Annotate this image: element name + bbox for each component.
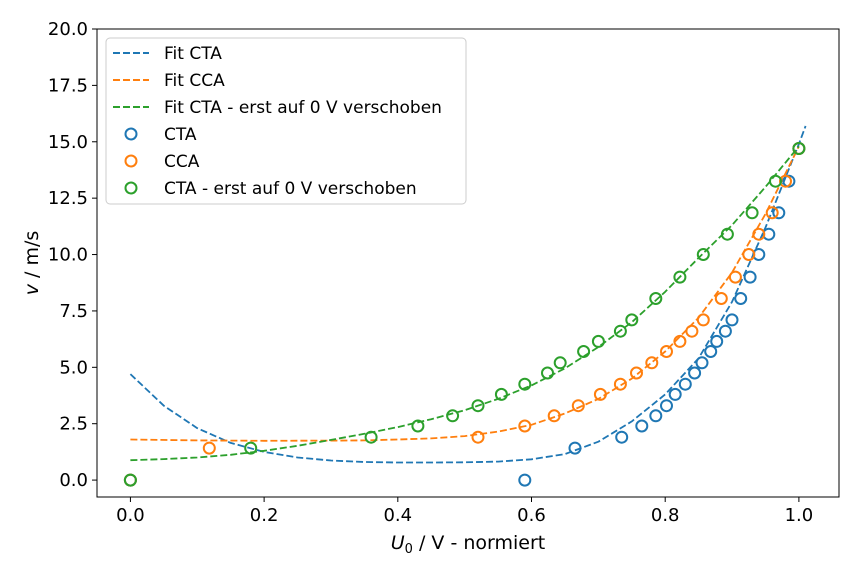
y-tick-label: 20.0: [48, 19, 88, 40]
data-point-series-0: [772, 206, 786, 220]
data-point-series-1: [752, 227, 766, 241]
legend-fit-cta-shift-label: Fit CTA - erst auf 0 V verschoben: [164, 98, 442, 118]
data-point-series-2: [792, 142, 806, 155]
plot-frame: [96, 28, 840, 498]
y-tick-label: 12.5: [48, 188, 88, 209]
data-point-series-0: [718, 324, 732, 338]
data-point-series-1: [547, 409, 561, 423]
x-tick-label: 0.6: [517, 505, 546, 526]
data-point-series-2: [494, 387, 508, 401]
data-point-series-1: [714, 292, 728, 305]
legend-box: [105, 37, 467, 205]
data-point-series-0: [518, 473, 532, 487]
data-point-series-2: [541, 366, 554, 380]
data-point-series-2: [577, 345, 591, 358]
data-point-series-2: [745, 206, 759, 220]
fit-line-2: [130, 145, 800, 462]
x-tick-label: 0.4: [383, 505, 412, 526]
y-tick-label: 5.0: [59, 357, 88, 378]
legend-cta-marker: [124, 127, 138, 141]
y-axis-label-rest: / m/s: [21, 231, 43, 284]
x-tick-label: 0.0: [116, 505, 145, 526]
data-point-series-0: [568, 441, 582, 455]
x-axis-label: U0 / V - normiert: [391, 532, 546, 557]
data-point-series-2: [446, 409, 460, 423]
fit-line-1: [130, 145, 800, 442]
data-point-series-1: [630, 366, 643, 380]
data-point-series-2: [720, 227, 734, 241]
x-tick-label: 0.8: [651, 505, 680, 526]
data-point-series-1: [685, 324, 699, 338]
y-tick-label: 10.0: [48, 245, 88, 266]
data-point-series-0: [725, 313, 739, 327]
data-point-series-0: [668, 387, 682, 401]
data-points: [123, 142, 806, 487]
y-tick-label: 7.5: [59, 301, 88, 322]
data-point-series-0: [743, 270, 757, 284]
data-point-series-0: [695, 356, 709, 370]
data-point-series-2: [471, 399, 485, 413]
data-point-series-1: [613, 377, 627, 391]
y-tick-label: 15.0: [48, 132, 88, 153]
data-point-series-0: [615, 430, 629, 444]
data-point-series-1: [742, 248, 756, 261]
data-point-series-1: [518, 419, 532, 433]
data-point-series-2: [673, 270, 687, 284]
x-axis-label-main: U: [391, 532, 405, 554]
x-axis-label-rest: / V - normiert: [413, 532, 545, 554]
data-point-series-2: [518, 377, 532, 391]
data-point-series-0: [635, 419, 649, 433]
data-point-series-2: [613, 324, 627, 338]
y-tick-label: 2.5: [59, 414, 88, 435]
data-point-series-1: [593, 387, 607, 401]
data-point-series-1: [728, 270, 742, 284]
data-point-series-0: [678, 377, 692, 391]
legend-cta-shift-marker: [124, 181, 138, 195]
fit-lines: [129, 125, 807, 464]
y-axis-label: v / m/s: [21, 231, 43, 296]
x-tick-label: 1.0: [785, 505, 814, 526]
data-point-series-0: [688, 366, 702, 380]
legend-fit-cca-label: Fit CCA: [164, 71, 225, 91]
data-point-series-2: [591, 334, 605, 348]
data-point-series-1: [571, 399, 585, 413]
data-point-series-2: [244, 441, 258, 455]
y-tick-label: 0.0: [59, 470, 88, 491]
data-point-series-1: [765, 206, 779, 220]
data-point-series-1: [696, 313, 710, 327]
data-point-series-1: [202, 441, 216, 455]
x-tick-label: 0.2: [250, 505, 279, 526]
data-point-series-2: [649, 292, 663, 305]
data-point-series-2: [123, 473, 137, 487]
data-point-series-1: [660, 345, 673, 358]
legend-cca-label: CCA: [164, 152, 200, 172]
x-axis-label-sub: 0: [405, 542, 413, 557]
legend-fit-cta-label: Fit CTA: [164, 44, 222, 64]
data-point-series-2: [364, 430, 378, 444]
legend-cta-label: CTA: [164, 125, 197, 145]
y-axis-ticks: 0.0 2.5 5.0 7.5 10.0 12.5 15.0 17.5 20.0: [48, 19, 97, 491]
legend: Fit CTA Fit CCA Fit CTA - erst auf 0 V v…: [105, 37, 467, 205]
y-tick-label: 17.5: [48, 75, 88, 96]
fit-line-0: [129, 125, 807, 464]
data-point-series-0: [710, 334, 724, 348]
data-point-series-2: [625, 313, 639, 327]
data-point-series-2: [769, 174, 782, 188]
data-point-series-0: [649, 409, 663, 423]
data-point-series-2: [696, 248, 710, 261]
data-point-series-0: [660, 399, 673, 413]
data-point-series-2: [553, 356, 567, 370]
data-point-series-0: [704, 345, 718, 358]
data-point-series-0: [734, 292, 748, 305]
data-point-series-1: [471, 430, 485, 444]
legend-cca-marker: [124, 154, 138, 168]
data-point-series-1: [645, 356, 659, 370]
x-axis-ticks: 0.0 0.2 0.4 0.6 0.8 1.0: [116, 497, 813, 526]
data-point-series-2: [411, 419, 425, 433]
data-point-series-1: [673, 334, 687, 348]
y-axis-label-main: v: [21, 283, 43, 295]
legend-cta-shift-label: CTA - erst auf 0 V verschoben: [164, 179, 417, 199]
